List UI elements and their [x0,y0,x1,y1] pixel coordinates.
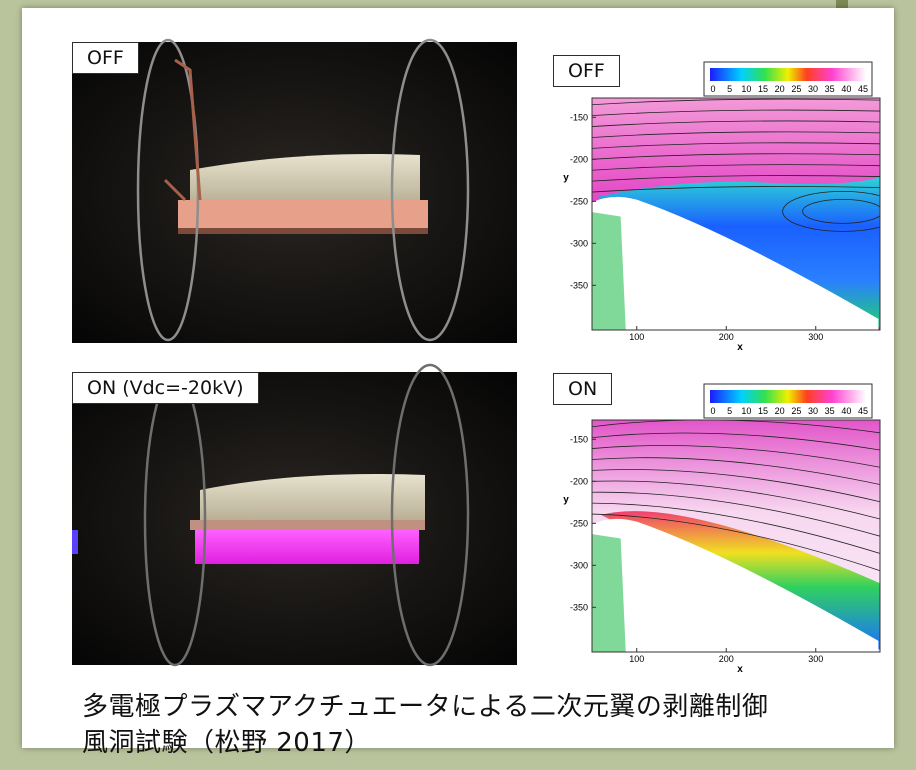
panel-label: OFF [72,42,139,74]
plot-body [583,420,896,658]
y-tick-label: -350 [570,280,588,290]
contour-plot: 0 5 10 15 20 25 30 35 40 45 -150 -200 -250 -300 -350 10… [563,384,896,675]
x-tick-label: 100 [629,654,644,664]
colorbar-tick-label: 25 [791,406,801,416]
y-tick-label: -150 [570,112,588,122]
x-tick-label: 300 [808,654,823,664]
x-tick-label: 200 [719,332,734,342]
plot-body [583,98,903,336]
x-tick-label: 200 [719,654,734,664]
colorbar [710,68,866,81]
y-axis-label: y [563,172,569,183]
colorbar-tick-label: 35 [825,84,835,94]
colorbar-tick-label: 0 [710,406,715,416]
colorbar-tick-label: 5 [727,84,732,94]
x-tick-label: 100 [629,332,644,342]
y-tick-label: -250 [570,196,588,206]
colorbar-tick-label: 0 [710,84,715,94]
colorbar-tick-label: 20 [775,84,785,94]
y-tick-label: -150 [570,434,588,444]
colorbar-tick-label: 45 [858,406,868,416]
photo-off [72,40,517,343]
colorbar-tick-label: 30 [808,406,818,416]
x-axis-label: x [737,342,743,353]
photo-on [72,365,517,665]
y-axis-label: y [563,494,569,505]
colorbar-tick-label: 35 [825,406,835,416]
colorbar-tick-label: 25 [791,84,801,94]
panel-label: ON (Vdc=-20kV) [72,372,259,404]
colorbar-tick-label: 40 [841,84,851,94]
y-tick-label: -350 [570,602,588,612]
caption-line: 風洞試験（松野 2017） [82,722,371,759]
y-tick-label: -300 [570,238,588,248]
y-tick-label: -200 [570,154,588,164]
colorbar-tick-label: 10 [741,406,751,416]
colorbar-tick-label: 5 [727,406,732,416]
panel-label: OFF [553,55,620,87]
caption-line: 多電極プラズマアクチュエータによる二次元翼の剥離制御 [82,686,768,723]
colorbar [710,390,866,403]
x-axis-label: x [737,664,743,675]
left-region [588,211,626,335]
left-region [588,533,626,657]
y-tick-label: -250 [570,518,588,528]
colorbar-tick-label: 30 [808,84,818,94]
contour-plot: 0 5 10 15 20 25 30 35 40 45 -150 -200 -250 -300 -350 10… [563,62,902,353]
page: {"panels": [{"label": "OFF"}, {"label": … [0,0,916,770]
y-tick-label: -200 [570,476,588,486]
colorbar-tick-label: 45 [858,84,868,94]
y-tick-label: -300 [570,560,588,570]
colorbar-tick-label: 20 [775,406,785,416]
panel-label: ON [553,373,612,405]
colorbar-tick-label: 15 [758,84,768,94]
colorbar-tick-label: 40 [841,406,851,416]
x-tick-label: 300 [808,332,823,342]
colorbar-tick-label: 15 [758,406,768,416]
colorbar-tick-label: 10 [741,84,751,94]
